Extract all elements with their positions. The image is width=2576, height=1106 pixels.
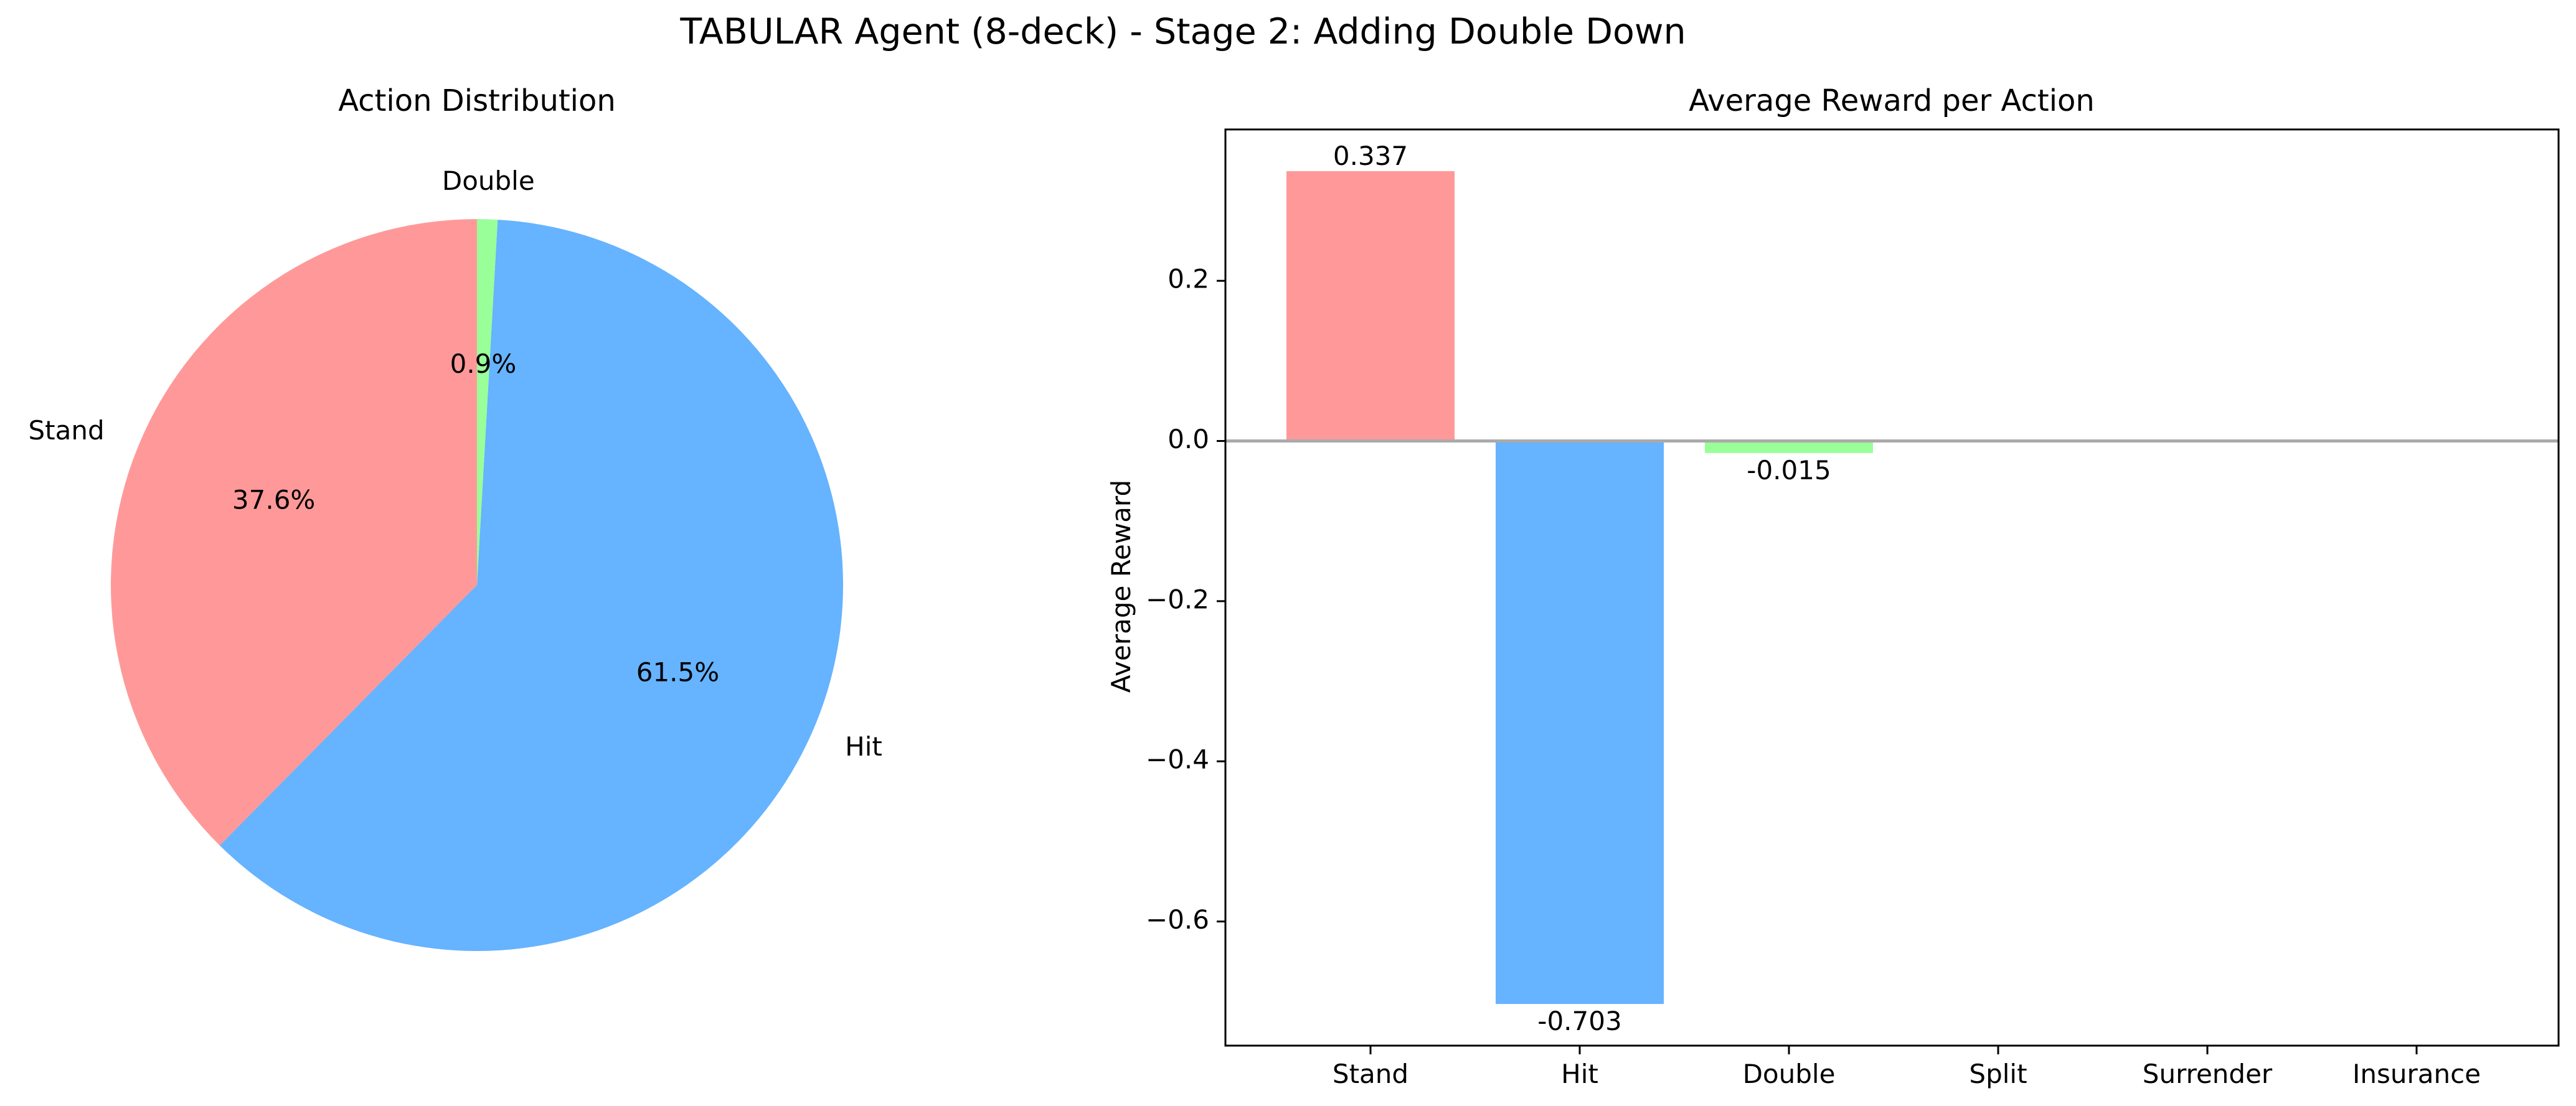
- y-tick-label: 0.2: [1168, 264, 1209, 294]
- y-tick-label: −0.2: [1146, 584, 1209, 614]
- value-label-stand: 0.337: [1333, 141, 1408, 171]
- x-tick-label-surrender: Surrender: [2143, 1059, 2273, 1089]
- pie-pct-double: 0.9%: [450, 349, 517, 379]
- x-tick-label-insurance: Insurance: [2352, 1059, 2481, 1089]
- pie-label-hit: Hit: [845, 731, 882, 762]
- pie-pct-hit: 61.5%: [636, 657, 719, 688]
- y-tick-label: 0.0: [1168, 424, 1209, 454]
- pie-label-stand: Stand: [29, 415, 105, 446]
- y-tick-label: −0.4: [1146, 744, 1209, 775]
- x-tick-label-split: Split: [1969, 1059, 2027, 1089]
- value-label-double: -0.015: [1747, 455, 1831, 485]
- bar-chart-title: Average Reward per Action: [1689, 83, 2095, 118]
- pie-pct-stand: 37.6%: [232, 485, 315, 515]
- bar-stand: [1286, 171, 1455, 441]
- y-tick-label: −0.6: [1146, 904, 1209, 935]
- pie-label-double: Double: [442, 166, 535, 196]
- figure-title: TABULAR Agent (8-deck) - Stage 2: Adding…: [679, 11, 1686, 52]
- bar-chart-ylabel: Average Reward: [1106, 480, 1136, 693]
- pie-chart-title: Action Distribution: [338, 83, 616, 118]
- bar-double: [1705, 441, 1873, 453]
- bar-hit: [1496, 441, 1664, 1005]
- x-tick-label-hit: Hit: [1561, 1059, 1598, 1089]
- x-tick-label-stand: Stand: [1333, 1059, 1408, 1089]
- x-tick-label-double: Double: [1743, 1059, 1836, 1089]
- pie-slices: [111, 219, 843, 951]
- value-label-hit: -0.703: [1537, 1006, 1621, 1036]
